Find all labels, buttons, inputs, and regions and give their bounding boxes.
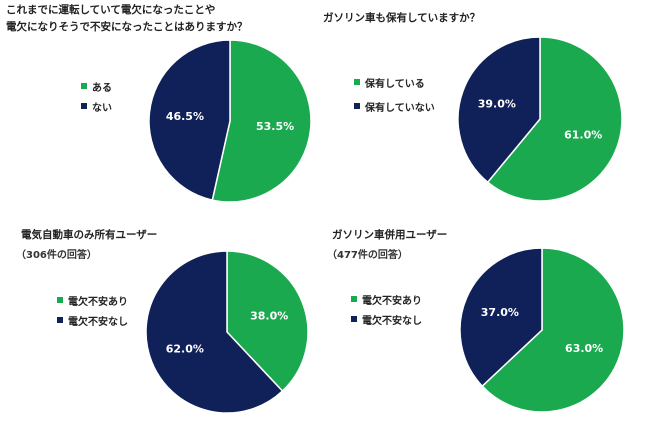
chart-4-subtitle: （477件の回答） [327, 250, 408, 261]
pie-slice-label-2: 46.5% [166, 110, 204, 123]
legend-swatch-green [57, 297, 63, 303]
legend-label: ある [92, 82, 112, 94]
legend-item: ある [81, 76, 112, 96]
chart-4-title: ガソリン車併用ユーザー [332, 227, 447, 244]
pie-slice-1 [486, 36, 623, 202]
pie-slice-label-1: 38.0% [250, 309, 288, 322]
chart-4-legend: 電欠不安あり 電欠不安なし [351, 289, 422, 329]
chart-3-title: 電気自動車のみ所有ユーザー [21, 227, 157, 244]
legend-swatch-green [354, 79, 360, 85]
legend-item: 保有している [354, 72, 435, 92]
legend-item: 保有していない [354, 96, 435, 116]
legend-item: 電欠不安なし [351, 309, 422, 329]
pie-slice-2 [148, 39, 231, 201]
legend-swatch-navy [57, 317, 63, 323]
pie-slice-label-1: 63.0% [565, 342, 603, 355]
pie-slice-1 [211, 39, 312, 203]
pie-slice-label-2: 37.0% [481, 306, 519, 319]
chart-1-legend: ある ない [81, 76, 112, 116]
chart-1-title-line-2: 電欠になりそうで不安になったことはありますか？ [6, 21, 248, 33]
legend-label: 保有していない [365, 102, 435, 114]
pie-slice-2 [145, 250, 284, 414]
pie-slice-1 [481, 247, 625, 413]
chart-2-title: ガソリン車も保有していますか？ [323, 10, 480, 27]
legend-swatch-navy [81, 103, 87, 109]
legend-label: 保有している [365, 78, 425, 90]
chart-1-title: これまでに運転していて電欠になったことや 電欠になりそうで不安になったことはあり… [6, 2, 248, 36]
pie-slice-label-1: 61.0% [564, 129, 602, 142]
pie-slice-label-2: 39.0% [478, 97, 516, 110]
legend-label: 電欠不安あり [362, 295, 422, 307]
legend-swatch-green [351, 296, 357, 302]
legend-item: 電欠不安あり [57, 290, 128, 310]
pie-slice-2 [459, 247, 543, 388]
legend-swatch-navy [351, 316, 357, 322]
legend-item: ない [81, 96, 112, 116]
pie-slice-1 [226, 250, 309, 393]
legend-item: 電欠不安なし [57, 310, 128, 330]
pie-slice-2 [457, 36, 541, 184]
chart-3-legend: 電欠不安あり 電欠不安なし [57, 290, 128, 330]
legend-label: 電欠不安なし [362, 315, 422, 327]
chart-4-title-line-1: ガソリン車併用ユーザー [332, 229, 448, 241]
pie-slice-label-2: 62.0% [166, 343, 204, 356]
chart-2-legend: 保有している 保有していない [354, 72, 435, 116]
legend-swatch-green [81, 83, 87, 89]
legend-swatch-navy [354, 103, 360, 109]
legend-label: ない [92, 102, 112, 114]
legend-item: 電欠不安あり [351, 289, 422, 309]
chart-3-subtitle: （306件の回答） [16, 250, 97, 261]
chart-2-title-line-1: ガソリン車も保有していますか？ [323, 12, 481, 24]
chart-1-title-line-1: これまでに運転していて電欠になったことや [6, 4, 216, 16]
legend-label: 電欠不安あり [68, 296, 128, 308]
pie-slice-label-1: 53.5% [256, 120, 294, 133]
chart-3-title-line-1: 電気自動車のみ所有ユーザー [21, 229, 158, 241]
legend-label: 電欠不安なし [68, 316, 128, 328]
